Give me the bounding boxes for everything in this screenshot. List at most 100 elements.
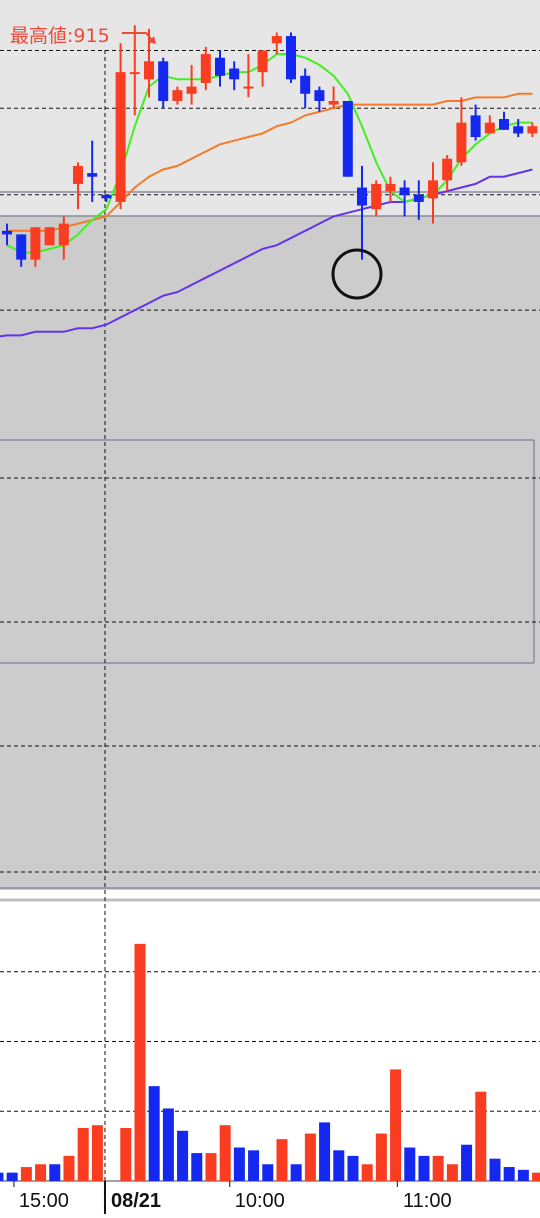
candle: [456, 97, 467, 166]
candle-body: [73, 165, 83, 184]
volume-bar: [120, 1127, 132, 1181]
candle: [257, 50, 268, 87]
candle-body: [442, 158, 453, 181]
candle: [158, 57, 169, 109]
candle-body: [129, 72, 140, 75]
candle-body: [399, 187, 410, 195]
candle: [172, 86, 183, 105]
volume-bar: [489, 1158, 501, 1181]
volume-bar: [517, 1169, 529, 1181]
volume-bar: [219, 1125, 231, 1181]
candle: [342, 100, 353, 177]
candle: [314, 86, 325, 112]
candle: [2, 223, 12, 246]
candle-body: [314, 90, 325, 101]
volume-bar: [503, 1167, 515, 1181]
candle-body: [101, 194, 112, 199]
candle-body: [456, 122, 467, 163]
candle: [73, 162, 83, 210]
candle-body: [87, 173, 98, 177]
candle-body: [58, 223, 69, 246]
candle: [87, 140, 98, 202]
volume-bar: [77, 1127, 89, 1181]
volume-bar: [177, 1130, 189, 1181]
ma-long-line-lead: [0, 334, 8, 338]
panel-frame-lines: [0, 191, 540, 889]
volume-bar: [205, 1153, 217, 1181]
volume-bar: [162, 1108, 174, 1181]
candle: [399, 180, 410, 217]
x-axis: 15:00 08/21 10:00 11:00: [13, 1181, 452, 1212]
volume-bar: [475, 1091, 487, 1181]
x-tick-label: 10:00: [235, 1190, 285, 1212]
candle: [200, 46, 211, 91]
candle-body: [186, 86, 197, 94]
volume-bar: [0, 1172, 4, 1181]
candle: [328, 86, 339, 109]
candle-body: [215, 57, 225, 76]
volume-bar: [361, 1164, 373, 1181]
volume-bar: [6, 1172, 18, 1181]
candle-body: [243, 86, 254, 89]
candle: [357, 165, 367, 260]
volume-gridlines: [0, 971, 540, 1112]
candle-body: [172, 90, 183, 101]
ma-long-line: [7, 168, 533, 337]
candle-body: [200, 54, 211, 83]
volume-bar: [532, 1172, 540, 1181]
volume-bar: [63, 1155, 75, 1181]
candle-body: [328, 100, 339, 105]
candle-body: [229, 68, 240, 80]
moving-averages: [0, 53, 533, 338]
volume-bar: [446, 1164, 458, 1181]
volume-bar: [134, 943, 146, 1181]
candle: [30, 227, 41, 267]
candle: [371, 180, 382, 217]
candle: [144, 28, 154, 98]
volume-bar: [319, 1122, 331, 1181]
candle: [300, 68, 311, 109]
candle-body: [413, 194, 424, 202]
candle-body: [286, 36, 296, 80]
candle: [129, 25, 140, 116]
max-price-arrow: [122, 32, 154, 42]
candle: [286, 32, 296, 83]
max-price-label: 最高値:915: [10, 25, 110, 47]
max-price-arrowhead: [148, 36, 156, 44]
volume-bar: [35, 1164, 47, 1181]
candle: [442, 155, 453, 192]
candle: [428, 162, 438, 224]
lower-dashed-rules: [0, 477, 540, 873]
volume-bar: [49, 1164, 61, 1181]
candle-body: [257, 50, 268, 73]
candle: [101, 194, 112, 202]
candles: [2, 25, 538, 267]
candle-body: [527, 126, 538, 134]
x-tick-label: 15:00: [19, 1190, 69, 1212]
candle-body: [158, 61, 169, 101]
candle-body: [428, 180, 438, 199]
candle-body: [357, 187, 367, 206]
ma-short-line: [6, 53, 533, 254]
candle: [16, 234, 27, 267]
candle: [44, 227, 55, 246]
candle-body: [342, 100, 353, 177]
candle-body: [484, 122, 495, 134]
candle-body: [499, 119, 509, 130]
candle-body: [513, 126, 524, 134]
candle: [470, 104, 481, 141]
volume-bar: [191, 1153, 203, 1181]
candle-body: [30, 227, 41, 260]
volume-bar: [148, 1086, 160, 1181]
x-tick-label: 08/21: [111, 1190, 161, 1212]
candle-body: [371, 183, 382, 210]
candle-body: [470, 115, 481, 138]
volume-bar: [333, 1150, 345, 1181]
highlight-circle: [331, 248, 383, 300]
volume-bar: [276, 1139, 288, 1181]
volume-bar: [375, 1133, 387, 1181]
candle: [271, 32, 282, 55]
volume-bar: [262, 1164, 274, 1181]
candle: [58, 216, 69, 260]
